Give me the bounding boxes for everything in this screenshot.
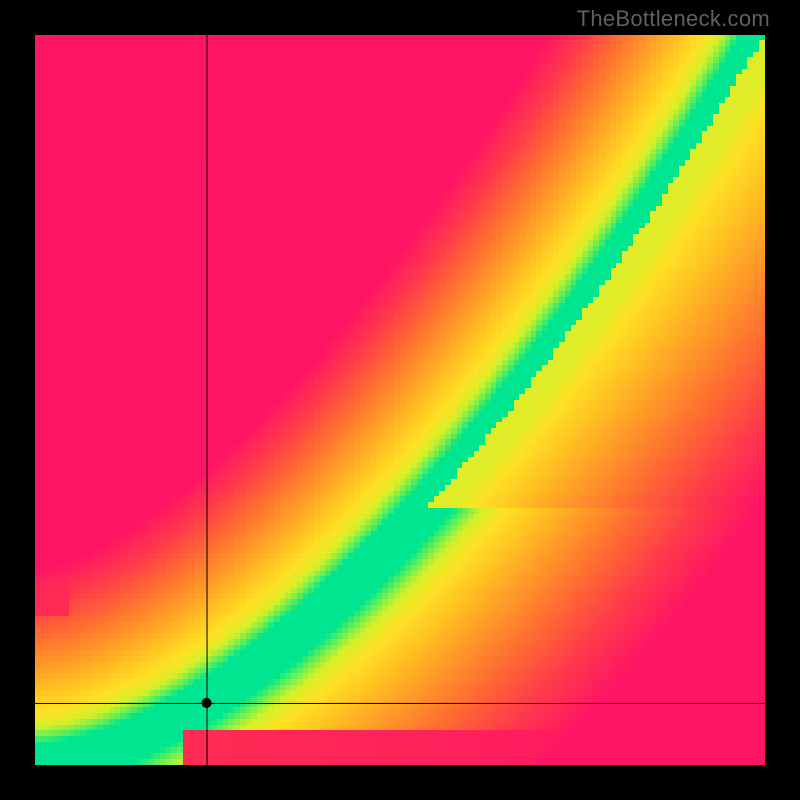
bottleneck-heatmap — [35, 35, 765, 765]
plot-area — [35, 35, 765, 765]
chart-frame: TheBottleneck.com — [0, 0, 800, 800]
watermark-text: TheBottleneck.com — [577, 6, 770, 32]
